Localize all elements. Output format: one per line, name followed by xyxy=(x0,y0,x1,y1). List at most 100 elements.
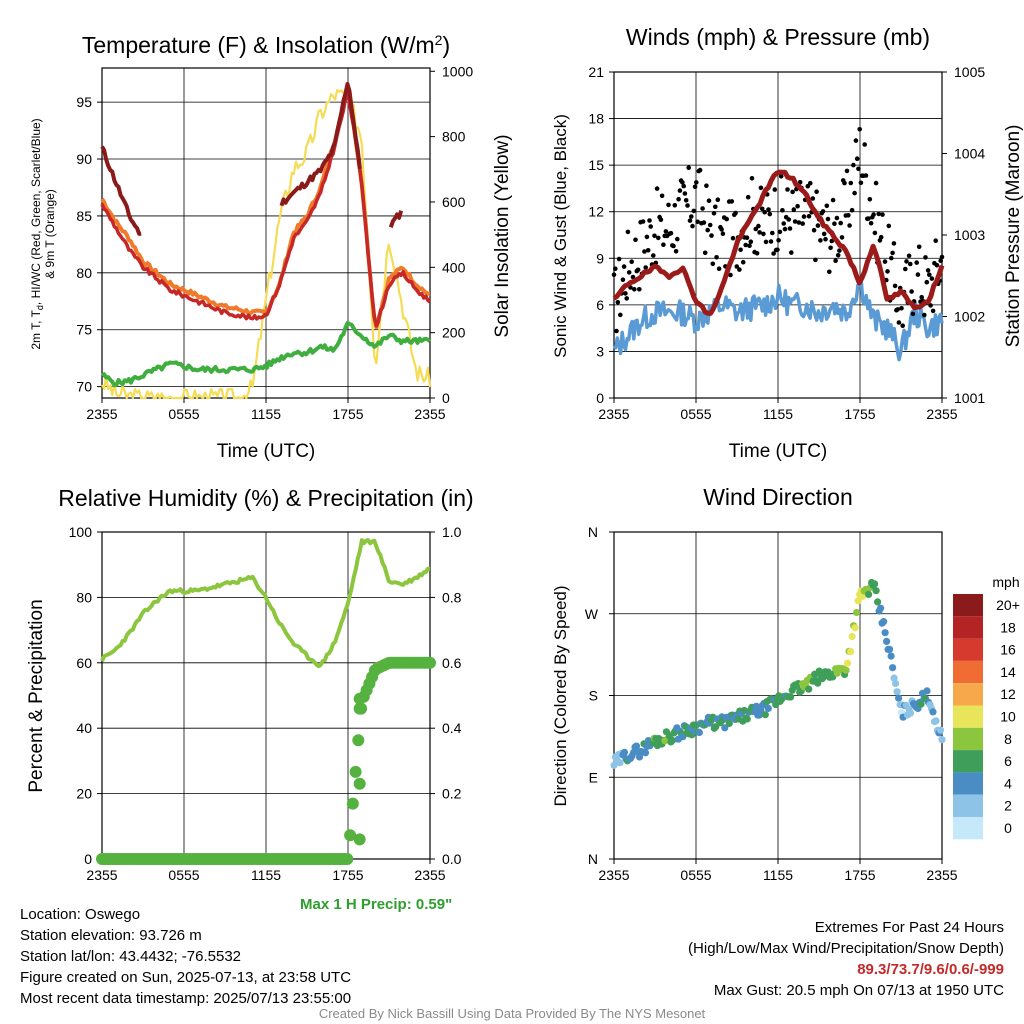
gust-point xyxy=(806,214,812,219)
direction-point xyxy=(883,637,891,646)
gust-point xyxy=(656,235,661,241)
gust-point xyxy=(716,266,722,272)
temp-ytick-right-label: 1000 xyxy=(442,63,473,79)
gust-point xyxy=(778,174,784,179)
extremes-values: 89.3/73.7/9.6/0.6/-999 xyxy=(857,961,1004,978)
legend-swatch xyxy=(953,727,983,751)
extremes-subtitle: (High/Low/Max Wind/Precipitation/Snow De… xyxy=(688,940,1004,957)
gust-point xyxy=(749,176,755,181)
gust-point xyxy=(629,259,634,265)
direction-point xyxy=(814,679,822,687)
direction-point xyxy=(865,590,873,599)
gust-point xyxy=(856,166,861,172)
wind-ytick-right-label: 1001 xyxy=(954,390,985,406)
direction-point xyxy=(848,632,856,641)
gust-point xyxy=(681,183,686,189)
direction-point xyxy=(929,708,937,716)
gust-point xyxy=(728,272,733,278)
direction-point xyxy=(932,717,940,725)
gust-point xyxy=(704,183,709,188)
extremes-title: Extremes For Past 24 Hours xyxy=(814,919,1004,936)
gust-point xyxy=(714,254,719,260)
gust-point xyxy=(761,231,766,237)
wind-ytick-right-label: 1002 xyxy=(954,309,985,325)
gust-point xyxy=(614,328,619,334)
recent-timestamp: Most recent data timestamp: 2025/07/13 2… xyxy=(20,990,352,1007)
wind-ylabel-left: Sonic Wind & Gust (Blue, Black) xyxy=(551,114,570,358)
gust-point xyxy=(824,203,830,209)
gust-point xyxy=(789,250,794,255)
wind-ytick-right-label: 1003 xyxy=(954,227,985,243)
gust-point xyxy=(621,264,627,269)
max-gust: Max Gust: 20.5 mph On 07/13 at 1950 UTC xyxy=(713,982,1004,999)
gust-point xyxy=(801,214,807,219)
gust-point xyxy=(847,223,852,228)
gust-point xyxy=(620,277,626,283)
gust-point xyxy=(886,223,892,229)
gust-point xyxy=(743,242,748,248)
precip-point xyxy=(349,765,362,778)
legend-label: 0 xyxy=(1004,820,1012,836)
gust-point xyxy=(647,218,652,223)
temp-xtick-label: 2355 xyxy=(414,406,445,422)
gust-point xyxy=(830,197,836,203)
direction-point xyxy=(743,715,751,723)
gust-point xyxy=(652,233,657,239)
gust-point xyxy=(706,198,712,203)
gust-point xyxy=(710,261,716,267)
direction-point xyxy=(641,749,650,757)
gust-point xyxy=(910,311,916,317)
gust-point xyxy=(915,272,921,277)
wind-xtick-label: 2355 xyxy=(926,406,957,422)
rh-line xyxy=(100,538,431,669)
gust-point xyxy=(938,258,943,264)
gust-point xyxy=(673,249,679,254)
direction-point xyxy=(851,624,859,632)
gust-point xyxy=(914,260,919,265)
gust-point xyxy=(808,180,813,186)
precip-point xyxy=(353,692,366,705)
direction-point xyxy=(892,679,900,688)
dir-xtick-label: 2355 xyxy=(598,867,629,883)
direction-point xyxy=(880,618,888,626)
gust-point xyxy=(891,241,897,246)
rh-ytick-right-label: 0.0 xyxy=(442,851,462,867)
gust-point xyxy=(775,247,780,253)
direction-point xyxy=(936,726,945,734)
gust-point xyxy=(700,206,705,211)
speed-legend: mph 20+ 18 16 14 12 10 8 6 4 2 0 xyxy=(953,574,1020,840)
rh-ytick-label: 40 xyxy=(76,720,92,736)
svg-text:& 9m T (Orange): & 9m T (Orange) xyxy=(43,189,57,279)
gust-point xyxy=(756,223,761,229)
gust-point xyxy=(924,279,930,285)
direction-point xyxy=(764,704,772,713)
gust-point xyxy=(654,186,660,191)
gust-point xyxy=(814,189,819,194)
gust-point xyxy=(791,207,797,212)
gust-point xyxy=(709,233,714,238)
gust-point xyxy=(930,308,936,314)
gust-point xyxy=(724,216,729,222)
direction-point xyxy=(805,685,813,693)
gust-point xyxy=(616,256,622,262)
rh-ytick-right-label: 0.6 xyxy=(442,655,462,671)
gust-point xyxy=(820,209,826,214)
gust-point xyxy=(885,269,890,274)
rh-axes: 2355 0555 1155 1755 23550204060801000.00.20.… xyxy=(69,524,462,883)
direction-point xyxy=(887,652,895,660)
gust-point xyxy=(758,185,764,191)
gust-point xyxy=(858,180,864,186)
station-elevation: Station elevation: 93.726 m xyxy=(20,927,202,944)
legend-swatch xyxy=(953,750,983,773)
temp-ytick-label: 75 xyxy=(76,322,92,338)
precip-point xyxy=(344,829,357,842)
direction-point xyxy=(938,736,946,744)
gust-point xyxy=(867,197,873,202)
gust-point xyxy=(848,180,854,186)
gust-point xyxy=(796,220,802,225)
gust-point xyxy=(871,212,876,217)
wind-ytick-label: 0 xyxy=(596,390,604,406)
gust-point xyxy=(878,234,884,240)
gust-point xyxy=(623,291,628,296)
gust-point xyxy=(880,212,885,217)
